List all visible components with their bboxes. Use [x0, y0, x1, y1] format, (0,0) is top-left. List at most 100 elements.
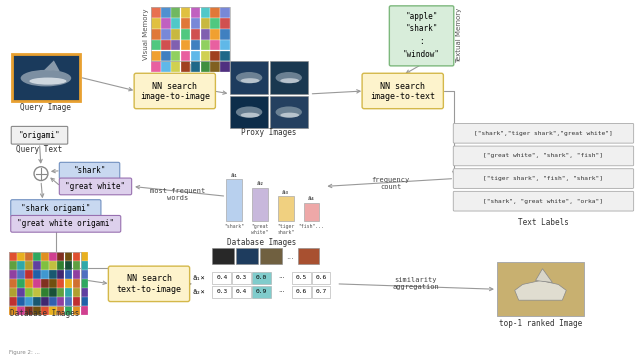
Bar — [298, 248, 319, 264]
Bar — [180, 7, 190, 18]
Bar — [252, 286, 271, 298]
Text: NN search: NN search — [380, 81, 425, 90]
Text: ā₃: ā₃ — [282, 190, 289, 195]
Bar — [33, 261, 41, 270]
Bar — [9, 289, 17, 297]
Text: "shark origami": "shark origami" — [21, 203, 90, 212]
Text: 0.5: 0.5 — [296, 275, 307, 281]
Bar — [200, 18, 210, 29]
Bar — [220, 29, 230, 39]
Text: Figure 2: ...: Figure 2: ... — [9, 350, 40, 355]
Bar — [161, 18, 170, 29]
Bar — [252, 272, 271, 284]
Bar — [191, 51, 200, 61]
Bar — [270, 96, 308, 129]
Text: 0.6: 0.6 — [316, 275, 326, 281]
FancyBboxPatch shape — [60, 162, 120, 179]
Bar — [57, 279, 65, 288]
Text: Visual Memory: Visual Memory — [143, 9, 149, 60]
Bar — [212, 272, 231, 284]
Bar — [191, 29, 200, 39]
Text: ā₁×: ā₁× — [192, 275, 205, 281]
Bar — [81, 289, 88, 297]
Bar — [49, 307, 56, 315]
Bar — [41, 261, 49, 270]
Bar — [65, 307, 72, 315]
Bar — [220, 40, 230, 50]
Ellipse shape — [276, 106, 302, 118]
Bar — [73, 270, 80, 279]
FancyBboxPatch shape — [12, 126, 68, 144]
Bar — [171, 7, 180, 18]
Text: ā₂: ā₂ — [256, 181, 264, 186]
Text: "great white": "great white" — [65, 182, 125, 191]
Bar — [57, 252, 65, 261]
Bar — [161, 7, 170, 18]
Bar — [230, 62, 268, 94]
Bar — [212, 286, 231, 298]
Bar — [81, 279, 88, 288]
Text: 0.7: 0.7 — [316, 289, 326, 294]
Text: "great
white": "great white" — [252, 224, 269, 235]
Text: ···: ··· — [278, 289, 285, 295]
Text: ...: ... — [286, 252, 294, 261]
Bar — [65, 270, 72, 279]
Bar — [49, 279, 56, 288]
Bar — [211, 7, 220, 18]
Bar — [41, 270, 49, 279]
Bar — [211, 18, 220, 29]
Bar — [81, 298, 88, 306]
Text: ["shark", "great white", "orka"]: ["shark", "great white", "orka"] — [483, 199, 604, 204]
Ellipse shape — [236, 106, 262, 118]
Bar — [41, 279, 49, 288]
Polygon shape — [515, 281, 566, 300]
FancyBboxPatch shape — [11, 215, 121, 232]
Text: NN search: NN search — [127, 274, 172, 283]
Ellipse shape — [280, 113, 299, 118]
FancyBboxPatch shape — [389, 6, 454, 66]
Bar — [211, 62, 220, 72]
Text: Query Text: Query Text — [17, 144, 63, 153]
Ellipse shape — [276, 72, 302, 83]
Bar — [17, 307, 25, 315]
Text: ["great white", "shark", "fish"]: ["great white", "shark", "fish"] — [483, 153, 604, 159]
Bar — [41, 252, 49, 261]
Text: Text Labels: Text Labels — [518, 218, 569, 227]
Bar — [191, 40, 200, 50]
Bar — [312, 286, 330, 298]
Bar — [270, 62, 308, 94]
FancyBboxPatch shape — [362, 73, 444, 109]
Text: 0.6: 0.6 — [296, 289, 307, 294]
Bar — [81, 252, 88, 261]
Bar — [212, 248, 234, 264]
Bar — [151, 7, 161, 18]
Ellipse shape — [280, 78, 299, 83]
Text: ["tiger shark", "fish", "shark"]: ["tiger shark", "fish", "shark"] — [483, 176, 604, 181]
Text: 0.9: 0.9 — [256, 289, 267, 294]
Text: "fish"...: "fish"... — [299, 224, 324, 229]
Bar — [161, 51, 170, 61]
Bar — [230, 96, 268, 129]
Ellipse shape — [241, 113, 259, 118]
Bar — [497, 262, 584, 316]
Bar — [260, 248, 282, 264]
Text: frequency
count: frequency count — [372, 177, 410, 190]
Bar — [292, 286, 310, 298]
Bar — [49, 261, 56, 270]
Text: 0.4: 0.4 — [216, 275, 227, 281]
Bar — [25, 270, 33, 279]
Bar — [9, 307, 17, 315]
Bar — [180, 29, 190, 39]
Bar — [220, 7, 230, 18]
Bar — [312, 272, 330, 284]
FancyBboxPatch shape — [134, 73, 216, 109]
Bar — [49, 289, 56, 297]
Text: "apple": "apple" — [405, 12, 438, 21]
Bar — [9, 261, 17, 270]
Bar — [25, 307, 33, 315]
Bar — [81, 261, 88, 270]
Text: "tiger
shark": "tiger shark" — [277, 224, 294, 235]
Bar — [161, 29, 170, 39]
Text: ···: ··· — [278, 275, 285, 281]
Bar — [17, 270, 25, 279]
